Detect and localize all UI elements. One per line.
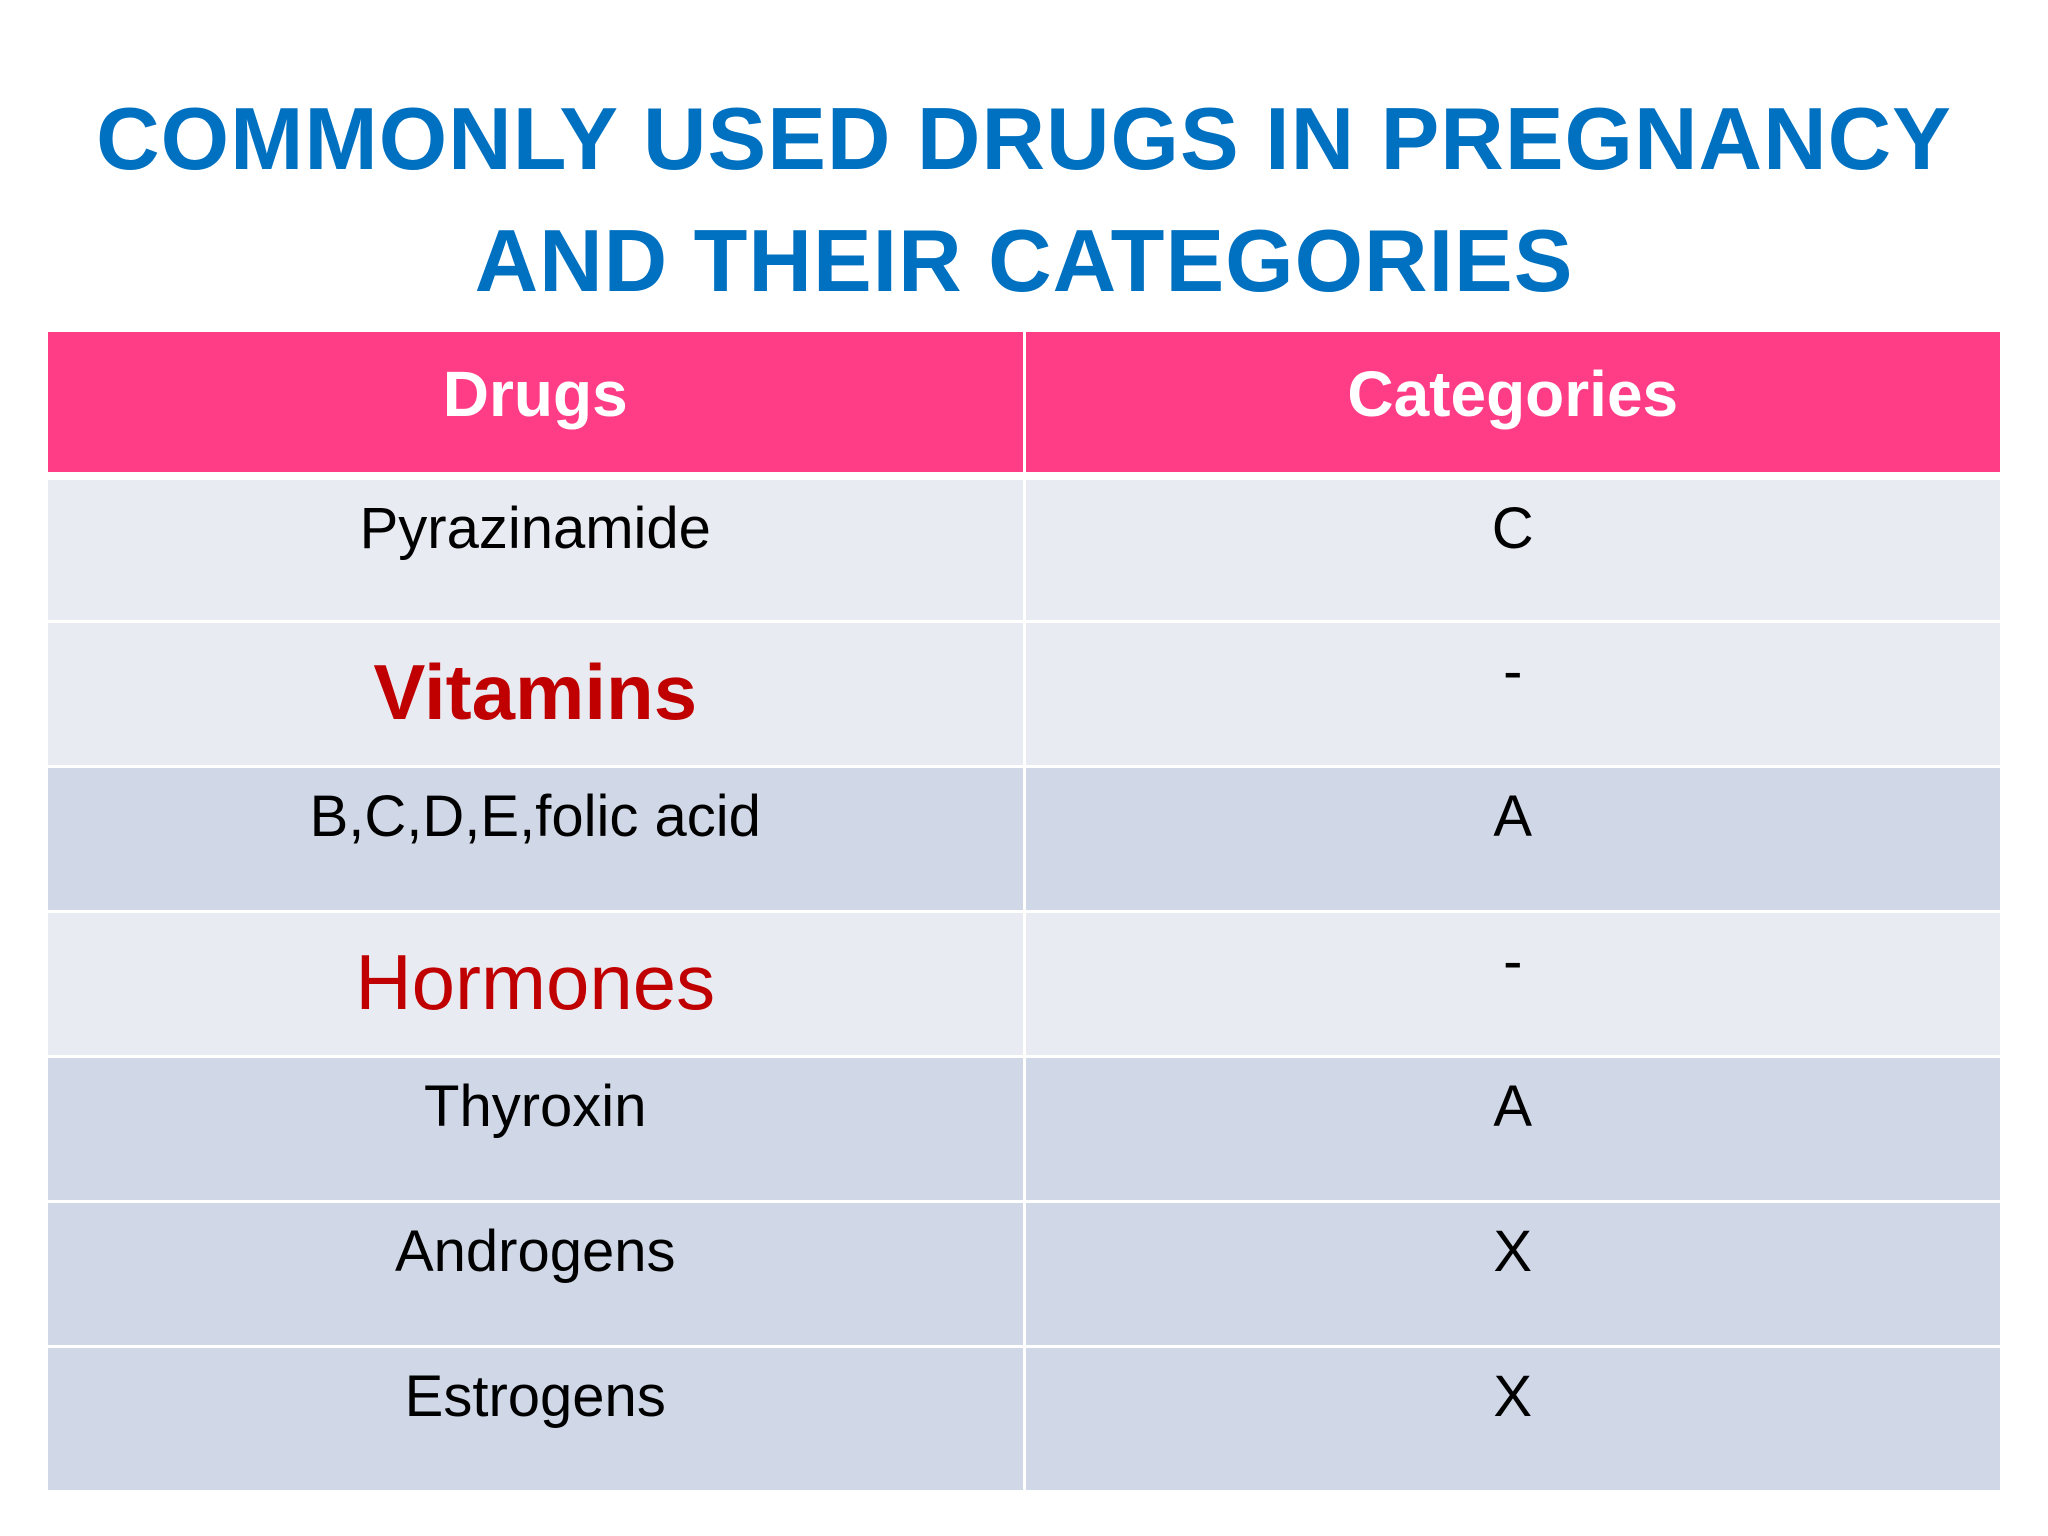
group-label-vitamins: Vitamins [48, 621, 1026, 768]
header-categories: Categories [1024, 332, 2000, 480]
slide-title: COMMONLY USED DRUGS IN PREGNANCY AND THE… [0, 78, 2048, 322]
table-row: Androgens X [48, 1201, 2000, 1348]
drug-category-table: Drugs Categories Pyrazinamide C Vitamins… [48, 332, 2000, 1493]
category-cell: X [1024, 1201, 2000, 1348]
table-row: Estrogens X [48, 1346, 2000, 1493]
drug-cell: Estrogens [48, 1346, 1026, 1493]
table-row: Hormones - [48, 911, 2000, 1058]
slide-title-line-2: AND THEIR CATEGORIES [474, 211, 1574, 310]
header-drugs: Drugs [48, 332, 1026, 480]
group-label-hormones: Hormones [48, 911, 1026, 1058]
table-row: Vitamins - [48, 621, 2000, 768]
category-cell: - [1024, 621, 2000, 768]
category-cell: A [1024, 766, 2000, 913]
table-header-row: Drugs Categories [48, 332, 2000, 480]
table-row: Pyrazinamide C [48, 476, 2000, 623]
slide-title-line-1: COMMONLY USED DRUGS IN PREGNANCY [96, 89, 1952, 188]
table-row: B,C,D,E,folic acid A [48, 766, 2000, 913]
drug-cell: B,C,D,E,folic acid [48, 766, 1026, 913]
category-cell: - [1024, 911, 2000, 1058]
category-cell: X [1024, 1346, 2000, 1493]
table-row: Thyroxin A [48, 1056, 2000, 1203]
drug-cell: Thyroxin [48, 1056, 1026, 1203]
category-cell: A [1024, 1056, 2000, 1203]
drug-cell: Androgens [48, 1201, 1026, 1348]
category-cell: C [1024, 476, 2000, 623]
drug-cell: Pyrazinamide [48, 476, 1026, 623]
